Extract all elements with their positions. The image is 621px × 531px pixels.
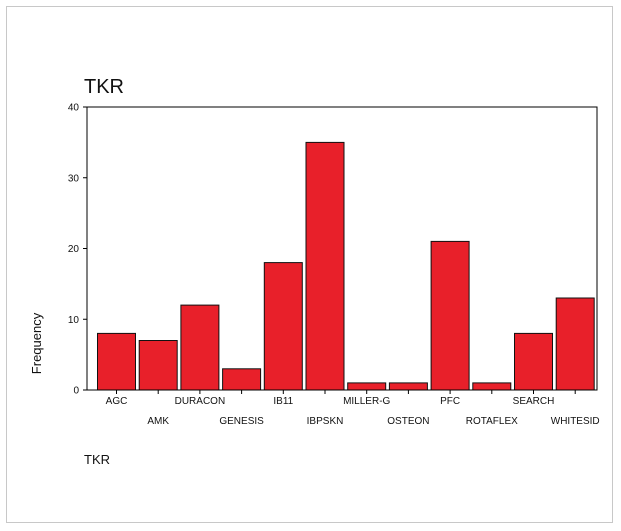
bar-amk	[138, 340, 178, 391]
x-tick-label: PFC	[440, 396, 460, 407]
bar-rotaflex	[472, 382, 512, 391]
y-tick-label: 20	[68, 244, 80, 255]
x-tick-label: AGC	[106, 396, 128, 407]
x-tick-label: GENESIS	[219, 416, 264, 427]
bar-search	[514, 332, 553, 391]
y-tick-label: 10	[68, 315, 80, 326]
x-tick-label: AMK	[147, 416, 169, 427]
bar-genesis	[222, 368, 262, 391]
x-axis: AGC AMK DURACON GENESIS IB11 IBPSKN MILLER-G OS…	[106, 390, 600, 427]
bar-pfc	[430, 240, 470, 391]
bar-ibpskn	[305, 141, 345, 391]
x-tick-label: IB11	[273, 396, 293, 407]
y-tick-label: 40	[68, 103, 80, 114]
bar-duracon	[180, 304, 220, 391]
x-tick-label: SEARCH	[513, 396, 555, 407]
y-tick-label: 0	[73, 386, 79, 397]
x-tick-label: IBPSKN	[307, 416, 344, 427]
x-tick-label: OSTEON	[387, 416, 429, 427]
y-axis: 0 10 20 30 40	[68, 103, 87, 397]
x-tick-label: WHITESID	[551, 416, 600, 427]
x-axis-label: TKR	[84, 452, 110, 467]
bar-osteon	[388, 382, 428, 391]
bars-group	[97, 141, 595, 391]
bar-whitesid	[555, 297, 595, 391]
x-tick-label: MILLER-G	[343, 396, 390, 407]
y-tick-label: 30	[68, 173, 80, 184]
y-axis-label: Frequency	[29, 312, 44, 374]
bar-miller-g	[347, 382, 387, 391]
chart-title: TKR	[84, 76, 124, 98]
bar-agc	[97, 332, 136, 391]
x-tick-label: DURACON	[175, 396, 226, 407]
bar-ib11	[263, 262, 303, 391]
x-tick-label: ROTAFLEX	[466, 416, 518, 427]
